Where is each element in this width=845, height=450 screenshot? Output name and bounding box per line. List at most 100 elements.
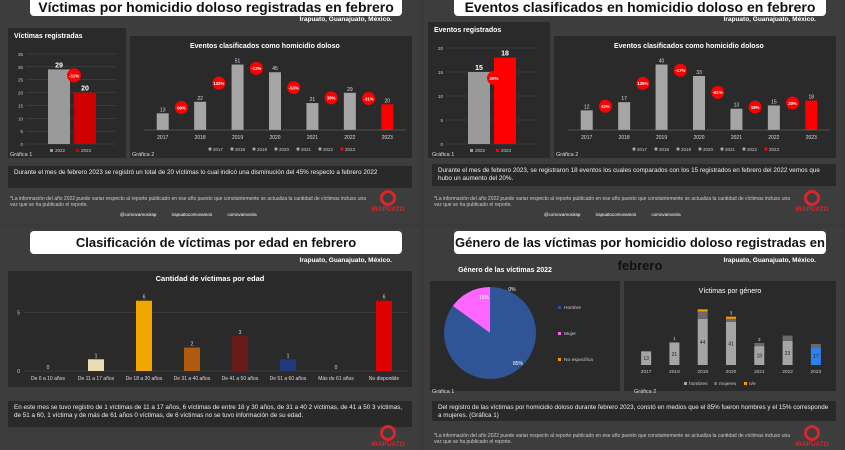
panel-genero: Género de las víctimas por homicidio dol…	[424, 227, 844, 450]
pie-label-mujer: 15%	[479, 295, 490, 301]
legend-label: 2023	[81, 148, 92, 153]
bar-mujeres-2022	[782, 335, 793, 341]
description: Durante el mes de febrero 2023, se regis…	[432, 164, 836, 186]
x-tick-label: 2023	[806, 135, 817, 141]
change-label: -53%	[289, 85, 299, 90]
change-label: 15%	[751, 105, 760, 110]
bar-n/e-2020	[726, 316, 736, 319]
data-label: 20	[81, 86, 89, 93]
change-badge	[711, 85, 725, 99]
instagram-link[interactable]: comovamosira	[227, 212, 257, 217]
y-tick-label: 15	[18, 103, 24, 108]
x-tick-label: 2023	[382, 135, 393, 141]
data-label: 21	[672, 352, 678, 358]
pie-title: Género de las víctimas 2022	[458, 267, 552, 274]
x-tick-label: De 41 a 50 años	[222, 376, 259, 382]
legend-swatch	[714, 382, 717, 385]
pie-label-hombre: 85%	[513, 361, 524, 367]
legend-label: No especifica	[564, 357, 593, 363]
bar-2022	[468, 72, 490, 144]
age-chart-title: Cantidad de víctimas por edad	[156, 274, 265, 283]
bar-mujeres-2020	[726, 318, 736, 322]
data-label: 17	[621, 96, 627, 102]
y-tick-label: 10	[438, 94, 444, 99]
age-chart: Cantidad de víctimas por edad 0 5 0 De 0 a 1…	[8, 271, 412, 387]
x-tick-label: De 11 a 17 años	[78, 376, 115, 382]
change-badge	[786, 96, 800, 110]
bar-1	[88, 359, 104, 371]
instagram-link[interactable]: comovamosira	[651, 212, 681, 217]
x-tick-label: 2019	[232, 135, 243, 141]
change-badge	[673, 63, 687, 77]
panel-eventos: Eventos clasificados en homicidio doloso…	[424, 0, 844, 223]
x-tick-label: 2020	[726, 369, 737, 375]
location-label: Irapuato, Guanajuato, México.	[299, 16, 392, 23]
x-tick-label: 2018	[619, 135, 630, 141]
gender-bar-chart: Víctimas por género 13 2017 21 1 2018 44 2019 41…	[624, 281, 836, 391]
legend-label: 2019	[257, 147, 268, 152]
social-links: @comovamosirap irapuatocomovamos comovam…	[544, 212, 695, 217]
legend-swatch	[296, 147, 300, 151]
legend-swatch	[684, 382, 687, 385]
y-tick-label: 0	[17, 369, 20, 375]
legend-label: 2023	[769, 147, 780, 152]
top-label: 3	[758, 337, 761, 342]
small-chart: Víctimas registradas 0 5 10 15 20 25 30 35 29 20 -3…	[8, 28, 126, 158]
data-label: 41	[728, 341, 734, 347]
caption-2: Gráfica 2	[634, 389, 657, 395]
bar-2023	[494, 57, 516, 144]
bar-2020	[693, 76, 705, 130]
legend-swatch	[654, 147, 658, 151]
bar-2	[136, 300, 152, 371]
change-badge	[174, 101, 188, 115]
bar-2023	[74, 92, 96, 144]
x-tick-label: No disponible	[369, 376, 400, 382]
gender-bar-chart-svg: Víctimas por género 13 2017 21 1 2018 44 2019 41…	[641, 288, 822, 387]
caption-1: Gráfica 1	[10, 152, 33, 158]
legend-swatch	[698, 147, 702, 151]
bar-5	[280, 359, 296, 371]
data-label: 44	[700, 340, 706, 346]
x-tick-label: 2017	[581, 135, 592, 141]
data-label: 13	[160, 107, 166, 113]
big-chart: Eventos clasificados como homicidio dolo…	[554, 36, 836, 158]
x-tick-label: De 18 a 30 años	[126, 376, 163, 382]
small-chart-svg: Eventos registrados 0 5 10 15 20 15 18 20% 2022 20…	[434, 27, 536, 153]
legend-label: 2022	[747, 147, 758, 152]
big-chart: Eventos clasificados como homicidio dolo…	[130, 36, 412, 158]
data-label: 29	[347, 87, 353, 93]
facebook-link[interactable]: irapuatocomovamos	[595, 212, 637, 217]
x-tick-label: 2021	[731, 135, 742, 141]
x-tick-label: De 51 a 60 años	[270, 376, 307, 382]
x-tick-label: 2019	[656, 135, 667, 141]
data-label: 22	[197, 96, 203, 102]
legend-label: 2022	[475, 148, 486, 153]
change-label: 20%	[788, 101, 797, 106]
caption-2: Gráfica 2	[556, 152, 579, 158]
twitter-link[interactable]: @comovamosirap	[544, 212, 581, 217]
data-label: 21	[310, 97, 316, 103]
bar-7	[376, 300, 392, 371]
twitter-link[interactable]: @comovamosirap	[120, 212, 157, 217]
small-chart-svg: Víctimas registradas 0 5 10 15 20 25 30 35 29 20 -3…	[14, 33, 116, 153]
bar-hombres-2022	[782, 340, 793, 365]
facebook-link[interactable]: irapuatocomovamos	[171, 212, 213, 217]
x-tick-label: 2020	[269, 135, 280, 141]
bar-2022	[48, 69, 70, 144]
pie-chart: 85% 15% 0% Hombre Mujer No especifica	[430, 281, 620, 391]
bar-hombres-2019	[697, 318, 708, 365]
bar-mujeres-2023	[810, 343, 821, 348]
gender-chart-title: Víctimas por género	[699, 288, 762, 295]
legend-swatch	[208, 147, 212, 151]
change-badge	[487, 71, 501, 85]
data-label: 12	[584, 104, 590, 110]
y-tick-label: 0	[440, 142, 443, 147]
change-badge	[636, 76, 650, 90]
legend-swatch	[676, 147, 680, 151]
data-label: 18	[757, 354, 763, 360]
legend-label: n/e	[749, 381, 756, 387]
pie-chart-svg: 85% 15% 0% Hombre Mujer No especifica	[444, 287, 593, 379]
bar-hombres-2020	[726, 321, 736, 365]
data-label: 29	[55, 62, 63, 69]
change-label: -61%	[713, 90, 723, 95]
